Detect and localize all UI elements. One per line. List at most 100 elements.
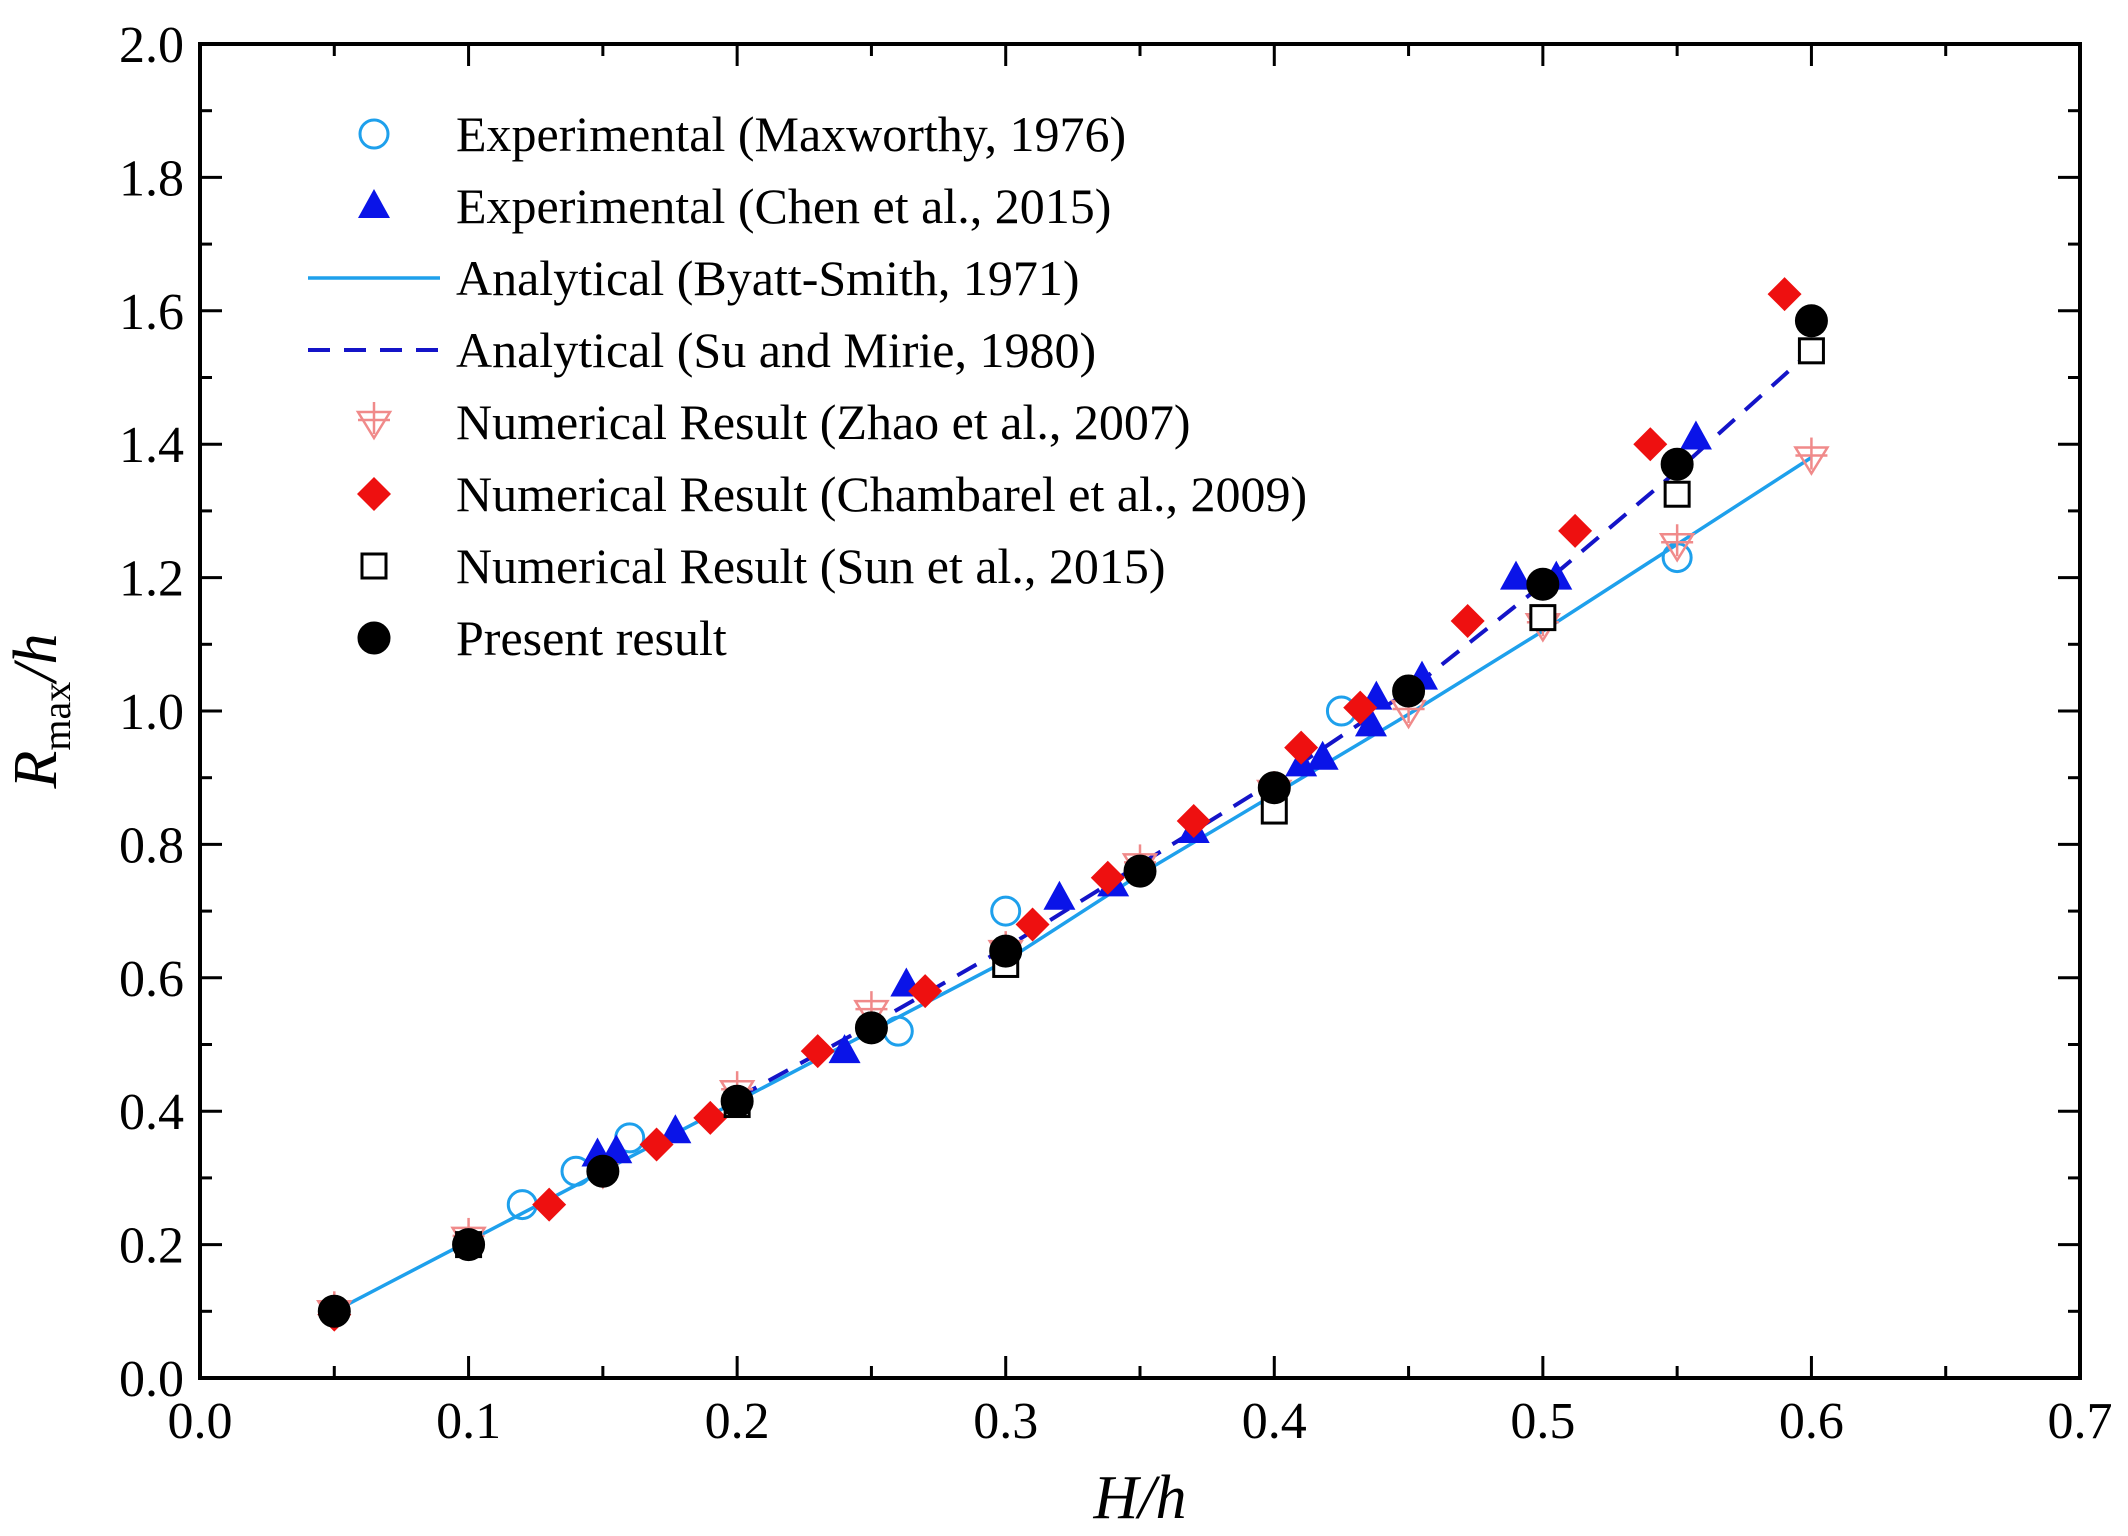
chen-point-shape: [1306, 740, 1339, 770]
chambarel-point: [1767, 277, 1802, 312]
present-point-shape: [452, 1228, 486, 1262]
chen-point: [1679, 420, 1712, 450]
present-point: [720, 1084, 754, 1118]
present-point-shape: [1123, 854, 1157, 888]
axis-ticks: 0.0 0.1 0.2 0.3 0.4 0.5 0.6 0.7 0.0 0.2 0.4 0.6 0.8 1…: [119, 17, 2113, 1450]
present-point: [317, 1294, 351, 1328]
legend-item-byatt: Analytical (Byatt-Smith, 1971): [308, 250, 1080, 306]
plot-frame: [198, 42, 2082, 1380]
chen-point: [1500, 560, 1532, 590]
maxworthy-point: [882, 1015, 914, 1047]
sun-point: [1260, 797, 1288, 825]
byatt-line: [333, 456, 1813, 1313]
present-point: [989, 934, 1023, 968]
legend-marker: [357, 621, 391, 655]
chambarel-point-shape: [1176, 804, 1211, 839]
sun-point: [1529, 604, 1557, 632]
chen-point-shape: [1043, 880, 1076, 910]
chen-point-shape: [1500, 560, 1532, 590]
legend-marker-shape: [360, 552, 388, 580]
legend-label: Numerical Result (Zhao et al., 2007): [456, 394, 1191, 450]
chambarel-point-shape: [1633, 427, 1668, 462]
chen-point: [828, 1034, 861, 1064]
chambarel-point: [1176, 804, 1211, 839]
chambarel-point-shape: [1015, 907, 1050, 942]
legend-marker-shape: [358, 189, 390, 218]
chambarel-point-shape: [639, 1127, 674, 1162]
legend-marker: [357, 477, 391, 511]
present-point: [1526, 567, 1560, 601]
y-tick-label: 1.6: [119, 284, 184, 341]
chambarel-point: [1343, 690, 1378, 725]
y-axis-title-main: R: [2, 751, 70, 790]
present-point-shape: [989, 934, 1023, 968]
chambarel-point-shape: [908, 974, 943, 1009]
y-tick-label: 1.8: [119, 150, 184, 207]
x-tick-label: 0.2: [705, 1393, 770, 1450]
present-point: [1123, 854, 1157, 888]
legend-label: Numerical Result (Chambarel et al., 2009…: [456, 466, 1307, 522]
legend-item-present: Present result: [357, 610, 727, 666]
present-point: [1257, 771, 1291, 805]
present-point-shape: [1794, 304, 1828, 338]
y-tick-label: 0.8: [119, 817, 184, 874]
y-tick-label: 0.0: [119, 1351, 184, 1408]
chambarel-point: [1015, 907, 1050, 942]
present-point: [452, 1228, 486, 1262]
legend-item-chen: Experimental (Chen et al., 2015): [358, 178, 1111, 234]
x-axis-title: H/h: [1093, 1464, 1187, 1532]
chambarel-point: [1633, 427, 1668, 462]
legend-item-maxworthy: Experimental (Maxworthy, 1976): [358, 106, 1126, 162]
sun-point: [1797, 337, 1825, 365]
chen-point: [1043, 880, 1076, 910]
chambarel-point-shape: [532, 1187, 567, 1222]
present-point-shape: [720, 1084, 754, 1118]
legend-item-sun: Numerical Result (Sun et al., 2015): [360, 538, 1166, 594]
chen-point-shape: [659, 1114, 692, 1144]
legend-marker: [358, 189, 390, 218]
legend: Experimental (Maxworthy, 1976) Experiment…: [308, 106, 1307, 666]
chambarel-point: [1558, 513, 1593, 548]
x-tick-label: 0.1: [436, 1393, 501, 1450]
present-point-shape: [586, 1154, 620, 1188]
present-point-shape: [317, 1294, 351, 1328]
chambarel-point: [532, 1187, 567, 1222]
chambarel-point-shape: [1767, 277, 1802, 312]
zhao-point: [1793, 437, 1830, 476]
y-tick-label: 0.4: [119, 1084, 184, 1141]
present-point: [1794, 304, 1828, 338]
chambarel-point: [1450, 603, 1485, 638]
y-tick-label: 1.0: [119, 684, 184, 741]
x-tick-label: 0.0: [168, 1393, 233, 1450]
x-tick-label: 0.5: [1510, 1393, 1575, 1450]
chambarel-point: [1284, 730, 1319, 765]
present-point: [854, 1011, 888, 1045]
y-tick-label: 2.0: [119, 17, 184, 74]
sun-point: [1663, 480, 1691, 508]
chambarel-point: [639, 1127, 674, 1162]
y-tick-label: 1.4: [119, 417, 184, 474]
legend-marker-shape: [357, 477, 391, 511]
present-point: [1392, 674, 1426, 708]
legend-marker-shape: [357, 621, 391, 655]
legend-item-su: Analytical (Su and Mirie, 1980): [308, 322, 1096, 378]
zhao-point: [1658, 524, 1696, 563]
chen-point: [1354, 707, 1387, 737]
legend-marker: [358, 118, 390, 150]
legend-marker: [360, 552, 388, 580]
y-tick-label: 0.2: [119, 1218, 184, 1275]
chambarel-point-shape: [1284, 730, 1319, 765]
sun-point-shape: [1797, 337, 1825, 365]
sun-point-shape: [1529, 604, 1557, 632]
chambarel-point: [1090, 860, 1125, 895]
present-point-shape: [1257, 771, 1291, 805]
chambarel-point-shape: [1343, 690, 1378, 725]
maxworthy-point-shape: [990, 895, 1022, 927]
chambarel-point-shape: [1090, 860, 1125, 895]
chen-point: [1306, 740, 1339, 770]
y-tick-label: 0.6: [119, 951, 184, 1008]
chen-point: [659, 1114, 692, 1144]
maxworthy-point: [990, 895, 1022, 927]
legend-label: Present result: [456, 610, 727, 666]
